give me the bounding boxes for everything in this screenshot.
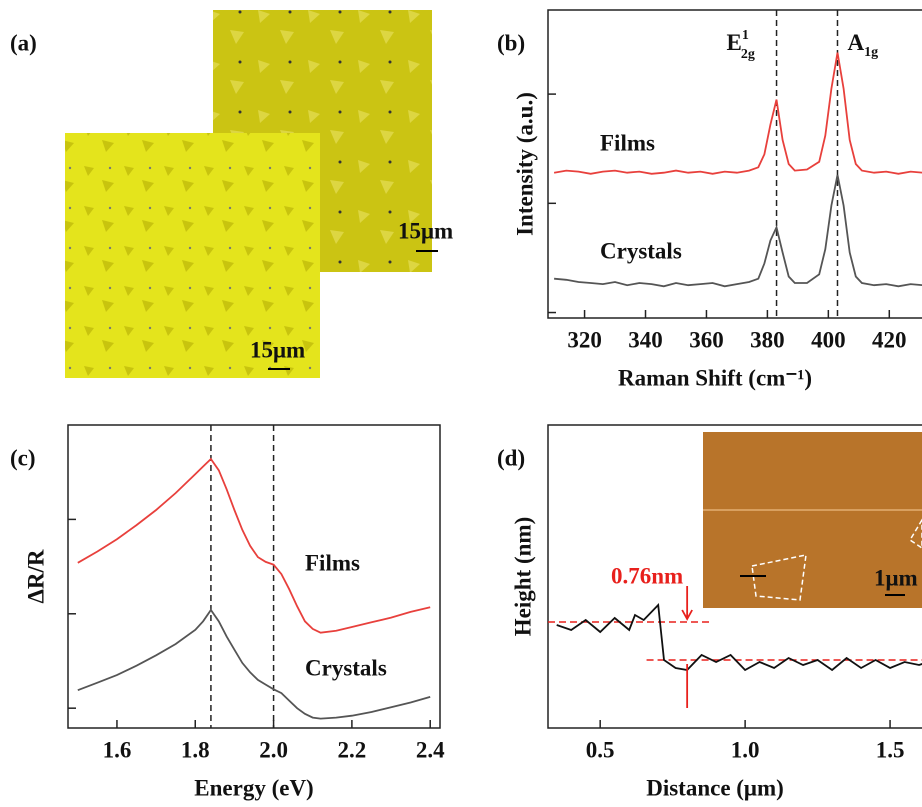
- peak-symbol: A: [847, 30, 864, 55]
- step-annotation: 0.76nm: [611, 563, 683, 588]
- x-tick-label: 0.5: [586, 737, 615, 762]
- y-axis-label: ΔR/R: [23, 549, 48, 603]
- panel-label: (d): [497, 445, 525, 470]
- x-tick-label: 1.6: [103, 737, 132, 762]
- x-tick-label: 320: [567, 327, 602, 352]
- x-tick-label: 2.4: [416, 737, 445, 762]
- x-tick-label: 2.2: [338, 737, 367, 762]
- series-label: Films: [305, 550, 360, 575]
- data-line: [78, 459, 430, 633]
- plot-frame: [68, 425, 440, 728]
- y-axis-label: Height (nm): [510, 517, 535, 636]
- panel-label: (a): [10, 30, 37, 55]
- peak-label: E1 2g: [727, 28, 755, 62]
- x-tick-label: 420: [872, 327, 907, 352]
- step-arrow: [682, 586, 692, 619]
- peak-symbol: E: [727, 30, 742, 55]
- x-axis-label: Energy (eV): [194, 775, 313, 800]
- x-tick-label: 360: [689, 327, 724, 352]
- x-axis-label: Distance (μm): [646, 775, 784, 800]
- page: {"panel_a": {"label": "(a)", "scale_labe…: [0, 0, 922, 807]
- x-tick-label: 380: [750, 327, 785, 352]
- x-axis-label: Raman Shift (cm⁻¹): [618, 365, 812, 390]
- series-label: Crystals: [600, 238, 682, 263]
- panel-a: (a) 15μm 15μm: [10, 10, 453, 378]
- y-axis-label: Intensity (a.u.): [512, 92, 537, 236]
- series-label: Films: [600, 130, 655, 155]
- x-tick-label: 340: [628, 327, 663, 352]
- peak-subscript: 2g: [741, 47, 755, 62]
- scale-label: 15μm: [398, 218, 453, 243]
- scale-label: 15μm: [250, 337, 305, 362]
- x-tick-label: 1.5: [876, 737, 905, 762]
- data-line: [554, 53, 922, 174]
- x-tick-label: 1.8: [181, 737, 210, 762]
- x-tick-label: 400: [811, 327, 846, 352]
- series-label: Crystals: [305, 655, 387, 680]
- x-tick-label: 2.0: [259, 737, 288, 762]
- x-tick-label: 1.0: [731, 737, 760, 762]
- panel-label: (c): [10, 445, 36, 470]
- inset-scale-label: 1μm: [874, 565, 918, 590]
- peak-subscript: 1g: [864, 45, 878, 60]
- peak-superscript: 1: [742, 28, 749, 43]
- figure: (a) 15μm 15μm (b) Raman Shift (cm⁻¹) Inten…: [0, 0, 922, 807]
- peak-label: A1g: [847, 30, 878, 60]
- panel-label: (b): [497, 30, 525, 55]
- data-line: [554, 175, 922, 286]
